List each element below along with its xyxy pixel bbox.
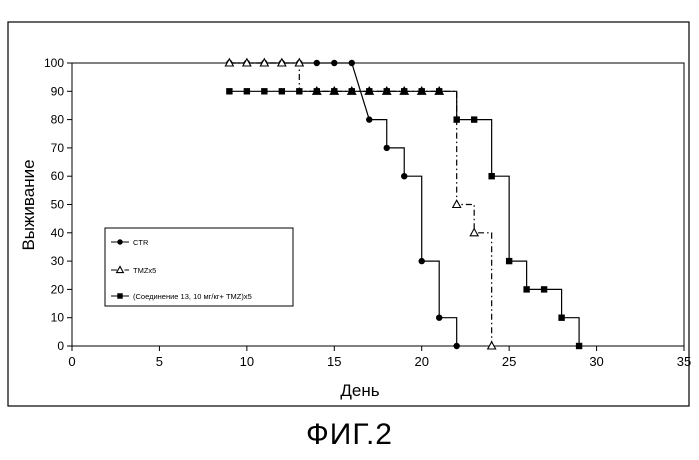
legend-marker xyxy=(117,239,122,244)
x-tick-label: 0 xyxy=(68,354,75,369)
data-point xyxy=(366,88,372,94)
data-point xyxy=(314,60,320,66)
legend-label: TMZx5 xyxy=(133,266,156,275)
data-point xyxy=(558,315,564,321)
y-tick-label: 90 xyxy=(51,84,65,98)
legend: CTR TMZx5 (Соединение 13, 10 мг/кг+ TMZ)x5 xyxy=(105,228,293,306)
data-point xyxy=(331,88,337,94)
y-tick-label: 20 xyxy=(51,282,65,296)
data-point xyxy=(419,258,425,264)
x-tick-label: 10 xyxy=(240,354,254,369)
x-tick-label: 30 xyxy=(589,354,603,369)
data-point xyxy=(244,88,250,94)
data-point xyxy=(523,286,529,292)
data-point xyxy=(349,60,355,66)
x-axis-label: День xyxy=(340,381,379,400)
data-point xyxy=(419,88,425,94)
data-point xyxy=(331,60,337,66)
data-point xyxy=(506,258,512,264)
y-axis-label: Выживание xyxy=(19,159,38,250)
data-point xyxy=(401,173,407,179)
x-tick-label: 5 xyxy=(156,354,163,369)
data-point xyxy=(279,88,285,94)
legend-label: CTR xyxy=(133,238,149,247)
data-point xyxy=(261,88,267,94)
data-point xyxy=(366,116,372,122)
data-point xyxy=(401,88,407,94)
data-point xyxy=(349,88,355,94)
x-tick-label: 15 xyxy=(327,354,341,369)
y-tick-label: 60 xyxy=(51,169,65,183)
data-point xyxy=(296,88,302,94)
x-tick-label: 35 xyxy=(677,354,691,369)
data-point xyxy=(453,343,459,349)
figure-caption: ФИГ.2 xyxy=(0,418,699,452)
x-tick-label: 25 xyxy=(502,354,516,369)
legend-marker xyxy=(117,293,122,298)
data-point xyxy=(384,88,390,94)
data-point xyxy=(384,145,390,151)
data-point xyxy=(576,343,582,349)
y-tick-label: 40 xyxy=(51,226,65,240)
data-point xyxy=(226,88,232,94)
y-tick-label: 10 xyxy=(51,311,65,325)
data-point xyxy=(488,173,494,179)
y-tick-label: 30 xyxy=(51,254,65,268)
data-point xyxy=(436,315,442,321)
y-tick-label: 70 xyxy=(51,141,65,155)
data-point xyxy=(436,88,442,94)
y-tick-label: 50 xyxy=(51,198,65,212)
y-tick-label: 0 xyxy=(57,339,64,353)
y-tick-label: 100 xyxy=(44,56,64,70)
legend-label: (Соединение 13, 10 мг/кг+ TMZ)x5 xyxy=(133,292,252,301)
data-point xyxy=(541,286,547,292)
y-tick-label: 80 xyxy=(51,113,65,127)
data-point xyxy=(453,116,459,122)
x-tick-label: 20 xyxy=(414,354,428,369)
data-point xyxy=(314,88,320,94)
data-point xyxy=(471,116,477,122)
